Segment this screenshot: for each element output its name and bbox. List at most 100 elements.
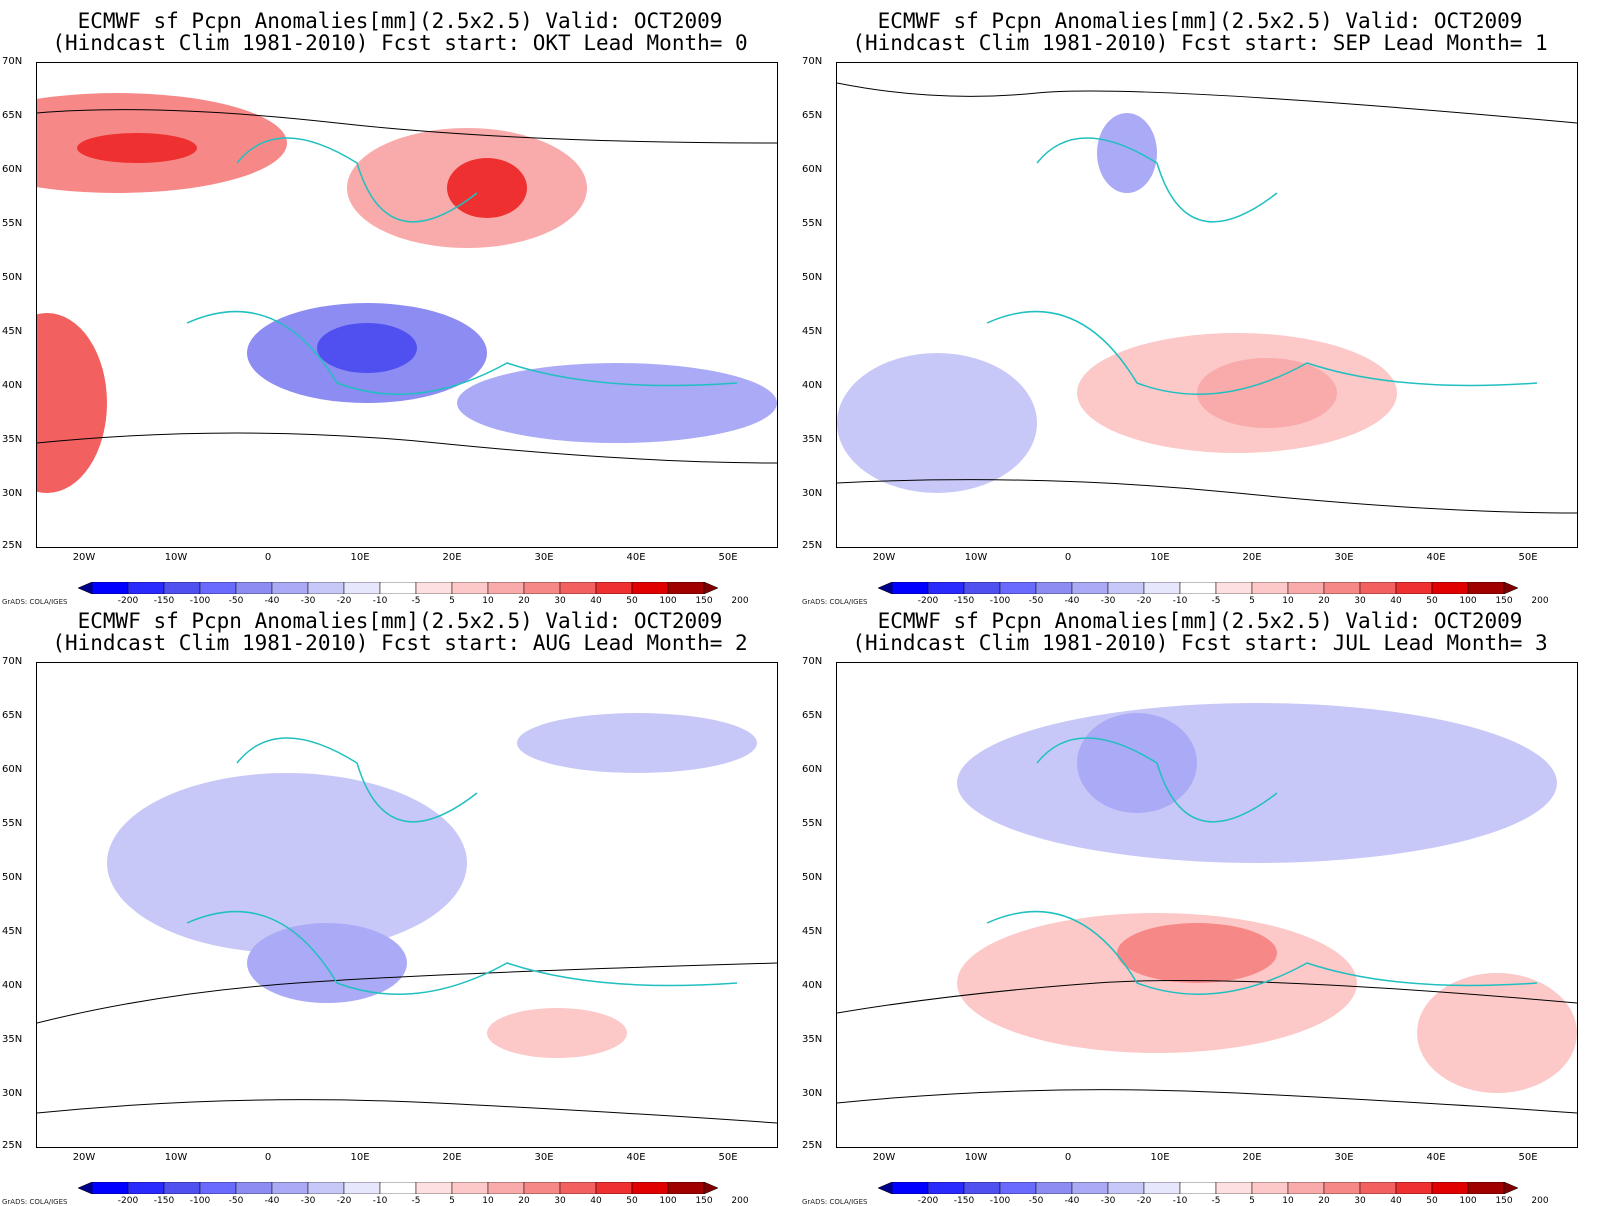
lat-label: 35N	[802, 434, 823, 445]
colorbar-tick-label: -150	[953, 596, 975, 606]
colorbar-swatch	[1071, 1182, 1109, 1194]
colorbar-swatch	[999, 1182, 1037, 1194]
colorbar-swatch	[1107, 1182, 1145, 1194]
colorbar-tick-label: 150	[695, 596, 713, 606]
colorbar-swatch	[199, 582, 237, 594]
colorbar-swatch	[1395, 582, 1433, 594]
colorbar-tick-label: 30	[554, 596, 566, 606]
colorbar-tick-label: -100	[189, 1196, 211, 1206]
colorbar-swatch	[1323, 582, 1361, 594]
colorbar	[78, 582, 718, 594]
credit-label: GrADS: COLA/IGES	[802, 1198, 868, 1206]
colorbar-swatch	[91, 582, 129, 594]
lon-label: 20W	[872, 1152, 896, 1163]
panel-oct-lead0: ECMWF sf Pcpn Anomalies[mm](2.5x2.5) Val…	[0, 0, 800, 606]
colorbar-swatch	[1215, 1182, 1253, 1194]
lon-label: 10W	[164, 552, 188, 563]
colorbar-tick-label: -5	[1211, 596, 1221, 606]
colorbar-tick-label: -40	[1064, 1196, 1080, 1206]
colorbar-swatch	[878, 582, 893, 594]
anomaly-map	[36, 62, 778, 548]
colorbar-swatch	[703, 1182, 718, 1194]
panel-subtitle: (Hindcast Clim 1981-2010) Fcst start: OK…	[52, 31, 748, 55]
colorbar-tick-label: -30	[300, 1196, 316, 1206]
colorbar-swatch	[891, 1182, 929, 1194]
lon-label: 10E	[1150, 1152, 1170, 1163]
lon-label: 10W	[964, 552, 988, 563]
colorbar-tick-label: -20	[336, 596, 352, 606]
colorbar-tick-label: 40	[590, 596, 602, 606]
lat-label: 40N	[2, 980, 23, 991]
lat-label: 45N	[2, 926, 23, 937]
lat-label: 30N	[2, 488, 23, 499]
colorbar-swatch	[127, 582, 165, 594]
colorbar-tick-label: 5	[1249, 596, 1255, 606]
lon-label: 20W	[72, 1152, 96, 1163]
colorbar-swatch	[523, 1182, 561, 1194]
colorbar-tick-label: -10	[1172, 1196, 1188, 1206]
map-canvas	[37, 93, 777, 493]
colorbar-swatch	[487, 582, 525, 594]
lon-label: 20E	[442, 1152, 462, 1163]
colorbar-tick-label: 40	[1390, 596, 1402, 606]
colorbar-tick-label: -200	[117, 1196, 139, 1206]
lon-label: 10W	[164, 1152, 188, 1163]
colorbar-swatch	[1431, 1182, 1469, 1194]
colorbar-swatch	[703, 582, 718, 594]
colorbar-tick-label: -100	[989, 596, 1011, 606]
lat-label: 45N	[802, 326, 823, 337]
colorbar-swatch	[1251, 582, 1289, 594]
colorbar-swatch	[891, 582, 929, 594]
colorbar-tick-label: 10	[1282, 1196, 1294, 1206]
lat-label: 60N	[2, 164, 23, 175]
colorbar-tick-label: 200	[731, 596, 749, 606]
colorbar-tick-label: -5	[1211, 1196, 1221, 1206]
colorbar-tick-label: -50	[228, 1196, 244, 1206]
colorbar-swatch	[235, 1182, 273, 1194]
credit-label: GrADS: COLA/IGES	[2, 1198, 68, 1206]
map-canvas	[837, 82, 1577, 514]
colorbar-swatch	[1467, 1182, 1505, 1194]
panel-title: ECMWF sf Pcpn Anomalies[mm](2.5x2.5) Val…	[77, 9, 723, 33]
colorbar-tick-label: -50	[228, 596, 244, 606]
lon-label: 20W	[872, 552, 896, 563]
colorbar-swatch	[1323, 1182, 1361, 1194]
colorbar-tick-label: -100	[989, 1196, 1011, 1206]
anomaly-map	[836, 662, 1578, 1148]
lat-label: 70N	[802, 656, 823, 667]
colorbar-swatch	[1503, 1182, 1518, 1194]
colorbar-tick-label: -50	[1028, 1196, 1044, 1206]
colorbar-swatch	[1359, 582, 1397, 594]
colorbar-swatch	[415, 1182, 453, 1194]
colorbar-swatch	[451, 582, 489, 594]
colorbar-tick-label: 20	[518, 1196, 530, 1206]
lon-label: 50E	[718, 552, 738, 563]
lat-label: 50N	[802, 272, 823, 283]
colorbar-swatch	[1071, 582, 1109, 594]
colorbar-swatch	[487, 1182, 525, 1194]
colorbar-swatch	[1503, 582, 1518, 594]
credit-label: GrADS: COLA/IGES	[802, 598, 868, 606]
colorbar-tick-label: -20	[336, 1196, 352, 1206]
panel-jul-lead3: ECMWF sf Pcpn Anomalies[mm](2.5x2.5) Val…	[800, 600, 1600, 1206]
lat-label: 65N	[802, 110, 823, 121]
lon-label: 10E	[350, 1152, 370, 1163]
colorbar-tick-label: 5	[449, 1196, 455, 1206]
lat-label: 70N	[802, 56, 823, 67]
colorbar-tick-label: 50	[626, 596, 638, 606]
colorbar	[878, 582, 1518, 594]
colorbar-tick-label: 150	[1495, 596, 1513, 606]
lat-label: 55N	[2, 218, 23, 229]
colorbar-swatch	[78, 1182, 93, 1194]
lon-label: 20E	[1242, 1152, 1262, 1163]
colorbar-tick-label: 5	[449, 596, 455, 606]
lat-label: 60N	[802, 164, 823, 175]
lat-label: 35N	[802, 1034, 823, 1045]
colorbar-swatch	[1143, 1182, 1181, 1194]
colorbar-swatch	[415, 582, 453, 594]
lat-label: 50N	[2, 872, 23, 883]
lat-label: 25N	[802, 540, 823, 551]
colorbar	[78, 1182, 718, 1194]
colorbar	[878, 1182, 1518, 1194]
panel-aug-lead2: ECMWF sf Pcpn Anomalies[mm](2.5x2.5) Val…	[0, 600, 800, 1206]
